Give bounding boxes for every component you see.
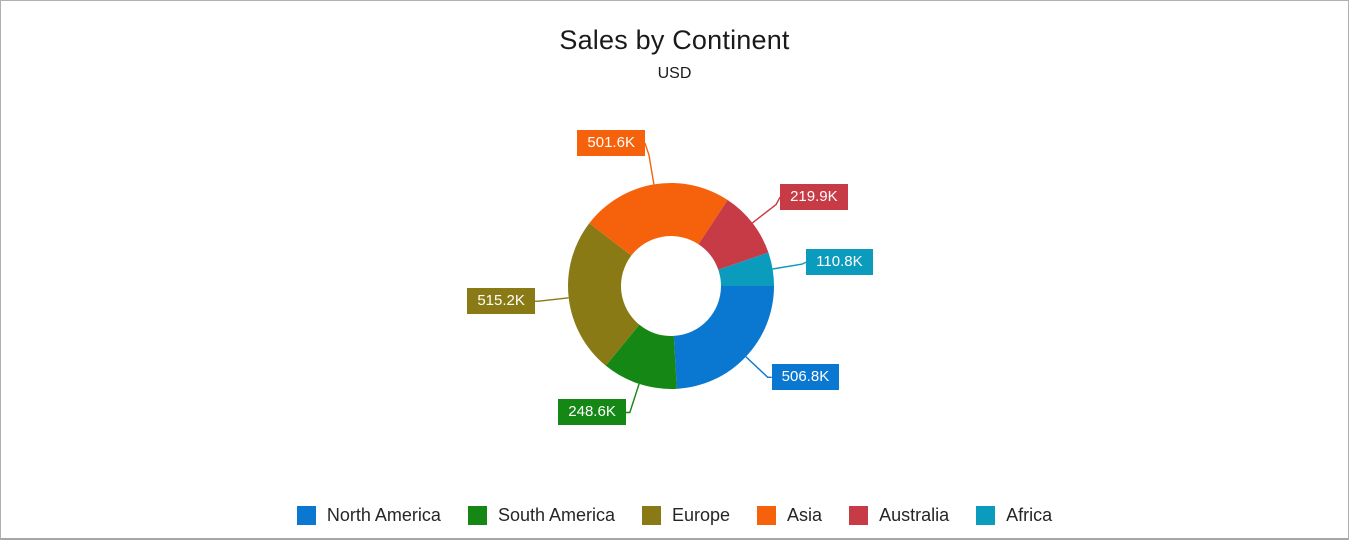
label-connector-europe xyxy=(534,297,569,302)
data-label-africa: 110.8K xyxy=(806,249,873,276)
label-connector-asia xyxy=(644,142,655,185)
label-connector-north-america xyxy=(745,356,772,378)
legend-label: Australia xyxy=(879,505,950,525)
legend-item-australia[interactable]: Australia xyxy=(849,505,949,526)
pie-slice-north-america[interactable] xyxy=(673,286,774,389)
legend-item-africa[interactable]: Africa xyxy=(976,505,1052,526)
legend: North America South America Europe Asia Aust… xyxy=(1,505,1348,526)
legend-marker-africa xyxy=(976,506,996,525)
legend-marker-asia xyxy=(757,506,777,525)
legend-label: South America xyxy=(497,505,615,525)
label-connector-africa xyxy=(772,261,807,270)
pie-slice-europe[interactable] xyxy=(568,223,640,366)
legend-item-north-america[interactable]: North America xyxy=(296,505,441,526)
data-label-europe: 515.2K xyxy=(467,288,535,315)
legend-marker-europe xyxy=(642,506,661,525)
pie-slice-south-america[interactable] xyxy=(605,324,677,390)
label-connector-australia xyxy=(751,196,781,224)
legend-label: Europe xyxy=(672,505,731,525)
data-label-australia: 219.9K xyxy=(780,184,848,211)
label-connector-south-america xyxy=(625,383,640,414)
chart-subtitle: USD xyxy=(657,65,692,82)
data-label-asia: 501.6K xyxy=(577,130,645,156)
pie-slice-africa[interactable] xyxy=(718,252,774,286)
legend-marker-north-america xyxy=(296,506,316,525)
legend-item-south-america[interactable]: South America xyxy=(467,505,615,526)
legend-label: North America xyxy=(326,505,441,525)
pie-slice-asia[interactable] xyxy=(589,182,728,256)
legend-label: Africa xyxy=(1006,505,1053,525)
legend-label: Asia xyxy=(787,505,823,525)
legend-marker-australia xyxy=(849,506,869,525)
data-label-north-america: 506.8K xyxy=(771,364,840,391)
legend-marker-south-america xyxy=(467,506,487,525)
chart-header: Sales by Continent USD xyxy=(1,25,1348,83)
pie-slice-australia[interactable] xyxy=(698,200,769,270)
chart-title: Sales by Continent xyxy=(559,25,790,55)
legend-item-asia[interactable]: Asia xyxy=(757,505,822,526)
legend-item-europe[interactable]: Europe xyxy=(642,505,730,526)
data-label-south-america: 248.6K xyxy=(558,399,626,426)
